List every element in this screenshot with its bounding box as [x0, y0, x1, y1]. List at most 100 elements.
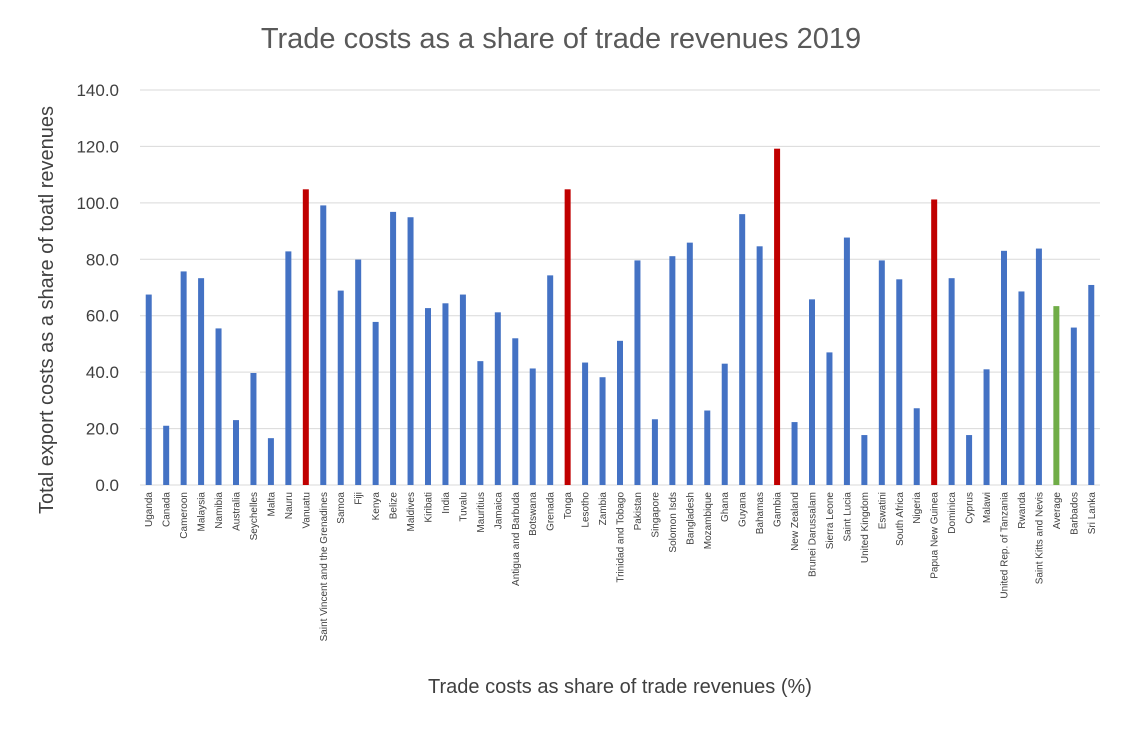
x-tick-label: Barbados — [1069, 492, 1080, 535]
x-tick-label: Samoa — [336, 492, 347, 524]
bar — [477, 361, 484, 485]
bar — [390, 211, 397, 485]
bar — [983, 369, 990, 485]
x-tick-label: Papua New Guinea — [930, 492, 941, 579]
bar — [407, 217, 414, 485]
bar — [1070, 327, 1077, 485]
bar — [267, 438, 274, 485]
y-tick-label: 80.0 — [86, 250, 119, 269]
bar — [1018, 291, 1025, 485]
x-tick-label: Guyana — [738, 492, 749, 527]
bar — [233, 420, 239, 485]
x-tick-label: Botswana — [528, 492, 539, 536]
x-tick-label: Maldives — [406, 492, 417, 531]
x-tick-label: Rwanda — [1017, 492, 1028, 529]
bar — [651, 419, 658, 485]
bar — [372, 321, 379, 485]
y-tick-label: 140.0 — [76, 81, 119, 100]
y-axis-title: Total export costs as a share of toatl r… — [36, 106, 58, 514]
bars — [145, 148, 1095, 486]
x-tick-label: Cyprus — [965, 492, 976, 524]
x-tick-label: Nauru — [284, 492, 295, 519]
x-tick-label: Lesotho — [581, 492, 592, 528]
bar — [861, 435, 868, 485]
x-tick-label: Sri Lanka — [1087, 492, 1098, 535]
bar — [686, 242, 693, 485]
bar — [756, 246, 763, 485]
x-tick-label: Eswatini — [877, 492, 888, 529]
x-tick-label: Kenya — [371, 492, 382, 521]
x-tick-label: Trinidad and Tobago — [616, 492, 627, 583]
bar — [704, 410, 711, 485]
bar — [966, 435, 973, 485]
y-tick-label: 20.0 — [86, 420, 119, 439]
x-tick-label: Mauritius — [476, 492, 487, 533]
bar — [809, 299, 815, 485]
bar — [896, 279, 903, 485]
x-tick-label: Bangladesh — [685, 492, 696, 545]
bar — [774, 148, 781, 485]
bar — [948, 278, 955, 485]
x-tick-label: South Africa — [895, 492, 906, 546]
bar — [791, 422, 798, 485]
x-tick-label: Malaysia — [197, 492, 208, 532]
x-tick-label: Australia — [232, 492, 243, 531]
x-tick-label: Seychelles — [249, 492, 260, 540]
x-tick-label: Saint Vincent and the Grenadines — [319, 492, 330, 641]
x-tick-label: Ghana — [720, 492, 731, 522]
x-tick-label: United Rep. of Tanzania — [1000, 492, 1011, 599]
x-tick-label: Saint Kitts and Nevis — [1034, 492, 1045, 584]
y-tick-label: 0.0 — [95, 476, 119, 495]
bar — [1035, 248, 1042, 485]
bar — [1053, 306, 1060, 485]
chart-title: Trade costs as a share of trade revenues… — [261, 23, 861, 55]
y-tick-label: 60.0 — [86, 307, 119, 326]
x-tick-label: Antigua and Barbuda — [511, 492, 522, 586]
bar — [721, 363, 728, 485]
x-tick-label: Malawi — [982, 492, 993, 523]
x-tick-label: Kiribati — [424, 492, 435, 523]
x-axis-title: Trade costs as share of trade revenues (… — [428, 676, 812, 698]
x-tick-label: India — [441, 492, 452, 514]
x-tick-label: Sierra Leone — [825, 492, 836, 550]
x-tick-label: Jamaica — [493, 492, 504, 530]
bar — [843, 237, 850, 485]
x-tick-label: Namibia — [214, 492, 225, 529]
bar — [512, 338, 519, 485]
bar — [599, 377, 606, 485]
bar — [494, 312, 501, 485]
x-tick-label: Grenada — [546, 492, 557, 531]
x-tick-label: Singapore — [650, 492, 661, 538]
bar — [582, 362, 589, 485]
x-tick-label: Pakistan — [633, 492, 644, 530]
bar — [739, 214, 746, 485]
bar — [931, 199, 938, 485]
x-tick-label: Cameroon — [179, 492, 190, 539]
x-tick-label: Tuvalu — [458, 492, 469, 522]
bar — [320, 205, 327, 485]
x-tick-label: Bahamas — [755, 492, 766, 534]
x-tick-label: Canada — [162, 492, 173, 527]
x-tick-label: Nigeria — [912, 492, 923, 524]
x-tick-label: Uganda — [144, 492, 155, 527]
bar — [355, 259, 362, 485]
x-tick-label: New Zealand — [790, 492, 801, 551]
bar — [1088, 284, 1095, 485]
x-tick-label: Average — [1052, 492, 1063, 530]
bar — [250, 372, 257, 485]
bar — [215, 328, 222, 485]
x-tick-label: Belize — [389, 492, 400, 520]
bar — [198, 278, 205, 485]
x-tick-label: Gambia — [773, 492, 784, 527]
bar — [878, 260, 885, 485]
x-tick-label: Saint Lucia — [842, 492, 853, 542]
y-tick-label: 40.0 — [86, 363, 119, 382]
bar — [564, 189, 571, 486]
x-tick-label: Tonga — [563, 492, 574, 520]
x-axis-ticks: Uganda Canada Cameroon Malaysia Namibia Austr… — [144, 492, 1098, 642]
bar — [913, 408, 920, 485]
bar — [459, 294, 466, 485]
bar — [669, 256, 676, 485]
